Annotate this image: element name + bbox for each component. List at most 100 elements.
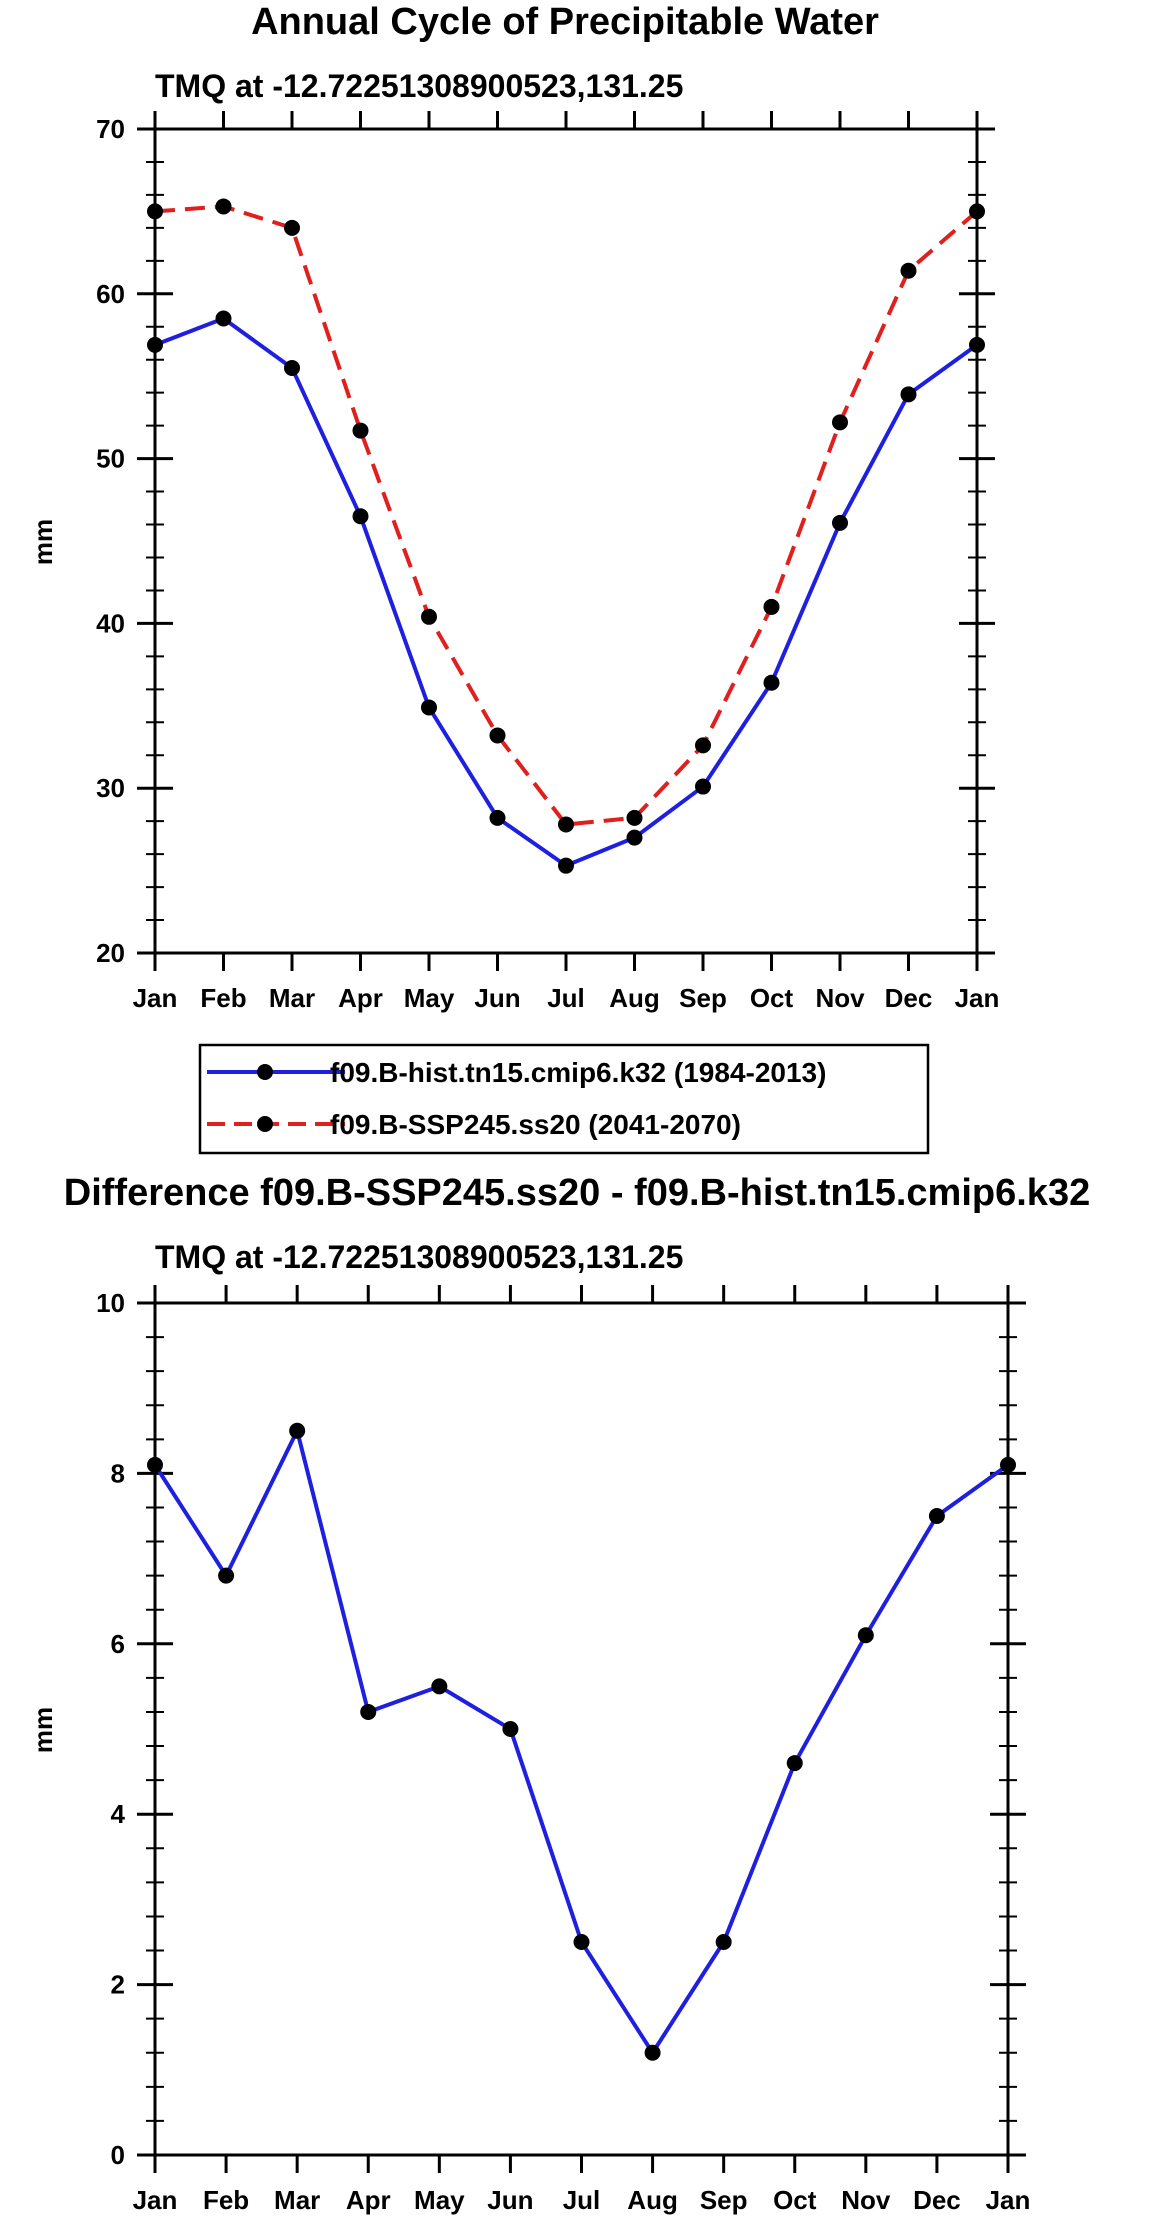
annual-cycle-point-1: [695, 737, 711, 754]
annual-cycle-panel: TMQ at -12.72251308900523,131.25 mm 20 30…: [28, 68, 999, 1013]
difference-point-0: [1000, 1456, 1016, 1473]
difference-point-0: [715, 1934, 732, 1950]
annual-cycle-point-0: [900, 386, 917, 403]
annual-cycle-ytick-label: 50: [96, 444, 125, 474]
difference-point-0: [431, 1678, 448, 1695]
difference-marks: [147, 1422, 1016, 2061]
difference-ytick-label: 4: [111, 1799, 126, 1829]
annual-cycle-axes: 20 30 40 50 60 70 Jan Feb Mar Apr May Jun Jul Aug Sep O…: [96, 111, 999, 1013]
annual-cycle-ytick-label: 60: [96, 279, 125, 309]
difference-xtick-label: Jan: [133, 2185, 178, 2215]
annual-cycle-point-0: [969, 336, 985, 353]
annual-cycle-xtick-label: Jun: [474, 983, 520, 1013]
difference-panel: Difference f09.B-SSP245.ss20 - f09.B-his…: [28, 1172, 1090, 2215]
difference-ytick-label: 2: [111, 1970, 125, 2000]
annual-cycle-point-0: [215, 310, 232, 327]
annual-cycle-subtitle: TMQ at -12.72251308900523,131.25: [155, 68, 683, 104]
annual-cycle-point-1: [900, 262, 917, 279]
annual-cycle-xtick-label: Mar: [269, 983, 315, 1013]
difference-point-0: [360, 1703, 377, 1720]
annual-cycle-ytick-label: 70: [96, 114, 125, 144]
legend-ssp-label: f09.B-SSP245.ss20 (2041-2070): [330, 1109, 741, 1140]
annual-cycle-series-line-0: [154, 316, 979, 868]
annual-cycle-ytick-label: 20: [96, 938, 125, 968]
difference-point-0: [857, 1627, 874, 1644]
difference-ytick-label: 0: [111, 2140, 125, 2170]
difference-xtick-label: Jan: [986, 2185, 1031, 2215]
annual-cycle-point-0: [421, 699, 437, 716]
difference-point-0: [289, 1422, 306, 1439]
figure-title: Annual Cycle of Precipitable Water: [251, 1, 879, 43]
difference-ylabel: mm: [28, 1707, 58, 1753]
difference-point-0: [928, 1508, 945, 1524]
difference-point-0: [502, 1721, 519, 1737]
difference-point-0: [218, 1567, 235, 1584]
difference-point-0: [644, 2044, 661, 2061]
legend-hist-label: f09.B-hist.tn15.cmip6.k32 (1984-2013): [330, 1057, 826, 1088]
annual-cycle-point-1: [558, 816, 574, 833]
annual-cycle-point-0: [695, 778, 711, 795]
annual-cycle-point-0: [832, 514, 848, 531]
annual-cycle-point-1: [626, 809, 643, 826]
legend-box: [198, 1043, 930, 1155]
annual-cycle-point-0: [284, 359, 300, 376]
difference-xtick-label: Sep: [700, 2185, 748, 2215]
difference-plot-frame: [153, 1301, 1010, 2157]
annual-cycle-point-1: [352, 422, 369, 439]
difference-xtick-label: Jul: [563, 2185, 601, 2215]
annual-cycle-xtick-label: May: [404, 983, 455, 1013]
annual-cycle-point-0: [352, 508, 369, 525]
annual-cycle-xtick-label: Nov: [815, 983, 865, 1013]
annual-cycle-xtick-label: Feb: [200, 983, 246, 1013]
annual-cycle-point-0: [147, 336, 163, 353]
difference-ytick-label: 10: [96, 1288, 125, 1318]
annual-cycle-point-0: [763, 674, 780, 691]
legend: f09.B-hist.tn15.cmip6.k32 (1984-2013) f0…: [198, 1043, 930, 1155]
annual-cycle-ytick-label: 30: [96, 773, 125, 803]
annual-cycle-point-0: [626, 829, 643, 846]
annual-cycle-xtick-label: Jan: [133, 983, 178, 1013]
annual-cycle-point-1: [763, 598, 780, 615]
difference-point-0: [786, 1755, 803, 1772]
annual-cycle-point-1: [215, 198, 232, 215]
difference-xtick-label: May: [414, 2185, 465, 2215]
annual-cycle-point-1: [284, 219, 300, 236]
difference-xtick-label: Jun: [487, 2185, 533, 2215]
difference-point-0: [573, 1934, 590, 1950]
difference-ytick-label: 8: [111, 1458, 125, 1488]
legend-ssp-marker: [257, 1116, 273, 1132]
annual-cycle-xtick-label: Aug: [609, 983, 660, 1013]
difference-ytick-label: 6: [111, 1629, 125, 1659]
annual-cycle-point-0: [558, 857, 574, 874]
difference-series-line-0: [153, 1428, 1010, 2055]
annual-cycle-series-line-1: [154, 204, 979, 827]
difference-axes: 0 2 4 6 8 10 Jan Feb Mar Apr May Jun Jul Aug Sep Oct Nov…: [96, 1285, 1030, 2215]
difference-xtick-label: Feb: [203, 2185, 249, 2215]
annual-cycle-point-1: [489, 727, 506, 744]
annual-cycle-xtick-label: Jul: [547, 983, 585, 1013]
annual-cycle-xtick-label: Sep: [679, 983, 727, 1013]
annual-cycle-xtick-label: Jan: [955, 983, 1000, 1013]
annual-cycle-ytick-label: 40: [96, 608, 125, 638]
annual-cycle-ylabel: mm: [28, 519, 58, 565]
annual-cycle-point-1: [832, 414, 848, 431]
difference-xtick-label: Dec: [913, 2185, 961, 2215]
difference-xtick-label: Apr: [346, 2185, 391, 2215]
difference-subtitle: TMQ at -12.72251308900523,131.25: [155, 1239, 683, 1275]
difference-xtick-label: Nov: [841, 2185, 891, 2215]
difference-xtick-label: Mar: [274, 2185, 320, 2215]
annual-cycle-xtick-label: Oct: [750, 983, 794, 1013]
annual-cycle-xtick-label: Apr: [338, 983, 383, 1013]
annual-cycle-point-1: [147, 203, 163, 220]
annual-cycle-point-1: [969, 203, 985, 220]
annual-cycle-point-0: [489, 809, 506, 826]
annual-cycle-xtick-label: Dec: [885, 983, 933, 1013]
legend-hist-marker: [257, 1064, 273, 1080]
annual-cycle-marks: [147, 198, 985, 874]
difference-xtick-label: Oct: [773, 2185, 817, 2215]
difference-title: Difference f09.B-SSP245.ss20 - f09.B-his…: [64, 1172, 1090, 1214]
difference-xtick-label: Aug: [627, 2185, 678, 2215]
annual-cycle-point-1: [421, 608, 437, 625]
difference-point-0: [147, 1456, 163, 1473]
